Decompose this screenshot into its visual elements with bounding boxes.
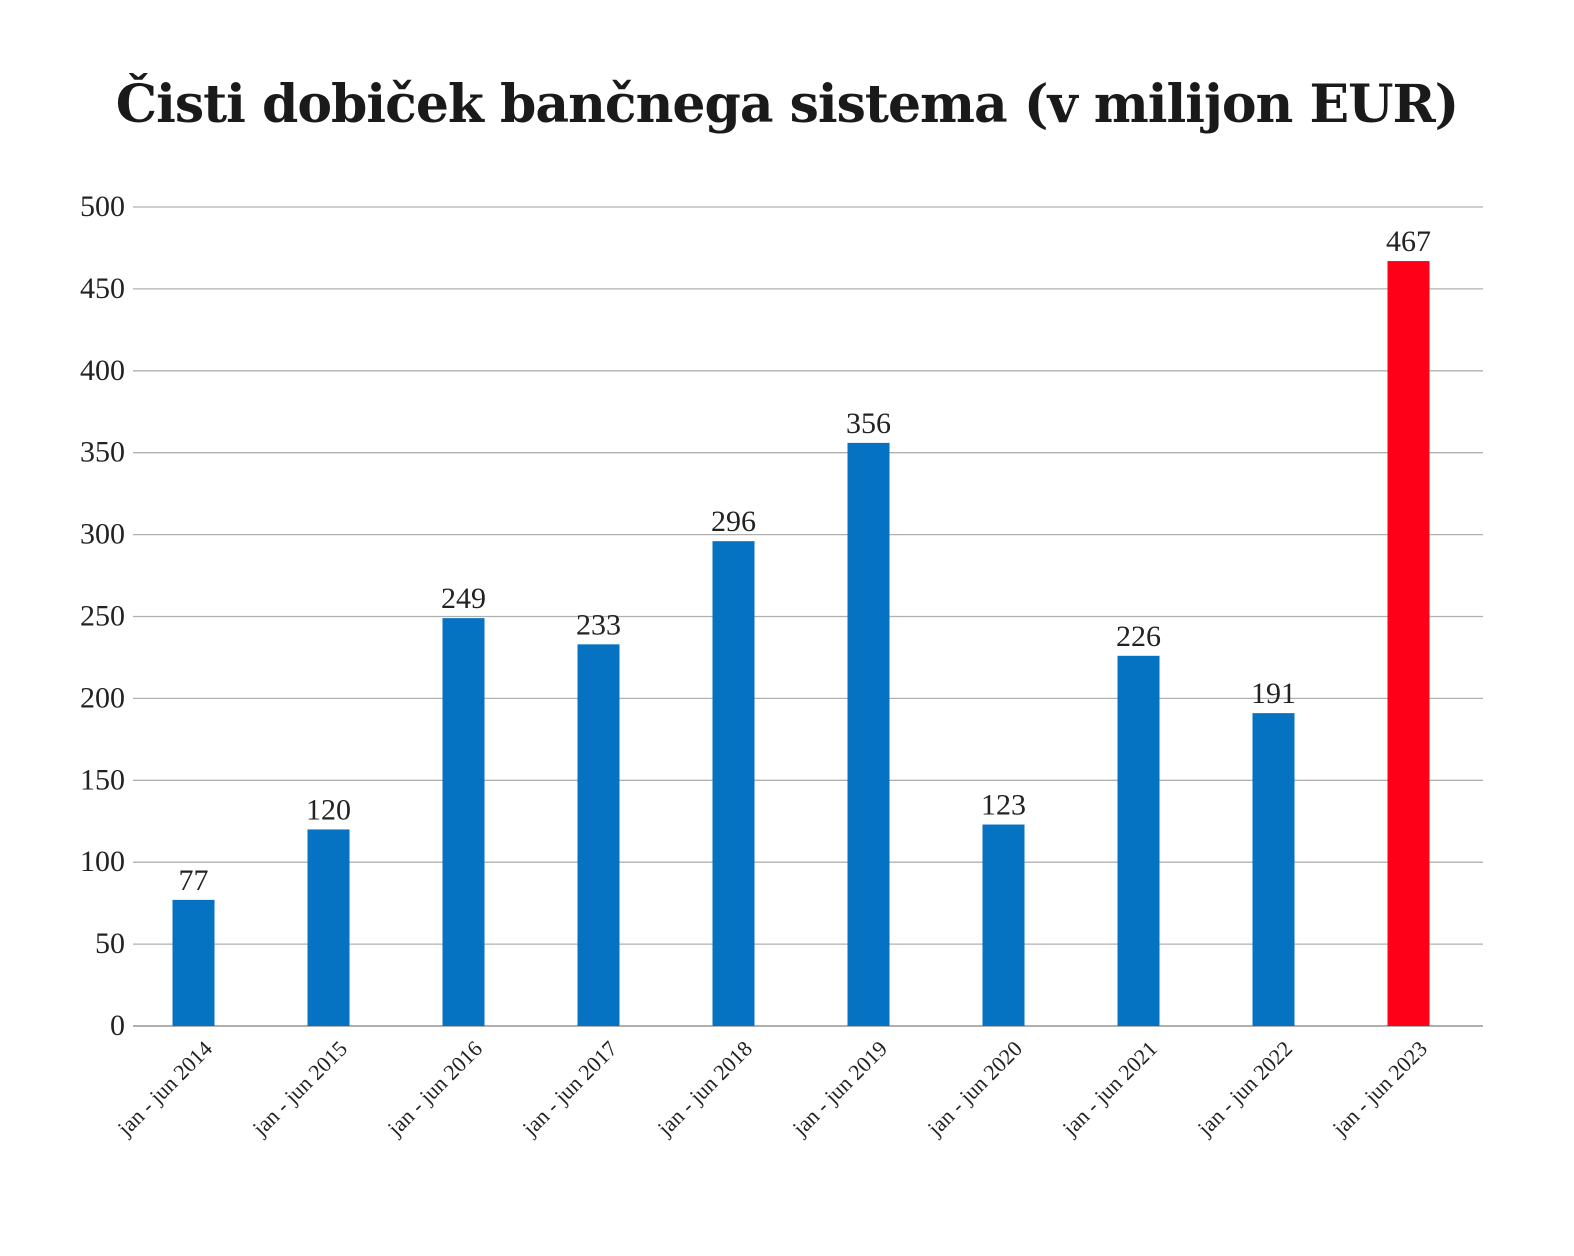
y-tick-label: 50 (95, 927, 125, 960)
bar (172, 899, 215, 1026)
data-label: 191 (1251, 677, 1296, 710)
y-tick-label: 250 (80, 600, 125, 633)
x-tick-label: jan - jun 2018 (652, 1036, 757, 1141)
data-label: 296 (711, 505, 756, 538)
y-tick-label: 450 (80, 272, 125, 305)
x-tick-label: jan - jun 2021 (1057, 1036, 1162, 1141)
data-label: 233 (576, 608, 621, 641)
gridlines (133, 206, 1483, 1027)
y-tick-label: 150 (80, 763, 125, 796)
y-tick-label: 300 (80, 518, 125, 551)
x-tick-label: jan - jun 2020 (922, 1036, 1027, 1141)
data-label: 123 (981, 789, 1026, 822)
y-tick-label: 500 (80, 190, 125, 223)
bar (1117, 655, 1160, 1026)
bar (442, 618, 485, 1026)
x-tick-label: jan - jun 2022 (1192, 1036, 1297, 1141)
x-tick-label: jan - jun 2023 (1327, 1036, 1432, 1141)
y-tick-label: 200 (80, 681, 125, 714)
x-tick-label: jan - jun 2015 (247, 1036, 352, 1141)
bar (577, 644, 620, 1026)
bar (712, 541, 755, 1026)
x-axis: jan - jun 2014 jan - jun 2015 jan - jun 20… (112, 1036, 1432, 1141)
chart-title: Čisti dobiček bančnega sistema (v milijo… (115, 74, 1460, 135)
bar (982, 824, 1025, 1026)
data-labels: 77 120 249 233 296 356 123 226 191 467 (179, 225, 1432, 897)
data-label: 356 (846, 407, 891, 440)
y-axis: 0 50 100 150 200 250 300 350 400 450 500 (80, 190, 125, 1042)
x-tick-label: jan - jun 2016 (382, 1036, 487, 1141)
y-tick-label: 400 (80, 354, 125, 387)
y-tick-label: 0 (110, 1009, 125, 1042)
bars (172, 261, 1430, 1027)
x-tick-label: jan - jun 2014 (112, 1036, 217, 1141)
bar (307, 829, 350, 1026)
bar (1252, 713, 1295, 1026)
y-tick-label: 100 (80, 845, 125, 878)
data-label: 249 (441, 582, 486, 615)
bar (1387, 261, 1430, 1027)
data-label: 226 (1116, 620, 1161, 653)
data-label: 77 (179, 864, 209, 897)
data-label: 120 (306, 793, 351, 826)
bar (847, 442, 890, 1026)
x-tick-label: jan - jun 2017 (517, 1036, 622, 1141)
x-tick-label: jan - jun 2019 (787, 1036, 892, 1141)
data-label: 467 (1386, 225, 1431, 258)
y-tick-label: 350 (80, 436, 125, 469)
